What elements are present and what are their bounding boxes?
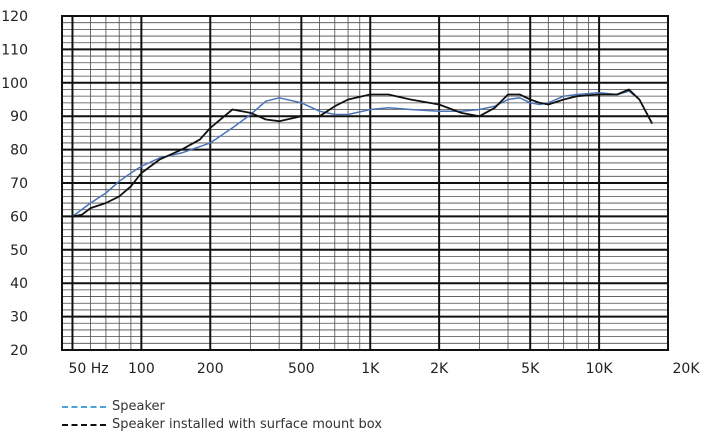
- x-tick-label: 5K: [521, 361, 540, 377]
- grid: [61, 15, 669, 351]
- speaker-with-box-curve: [71, 88, 653, 218]
- y-tick-label: 40: [10, 276, 28, 292]
- legend-swatch-speaker-box: [62, 423, 106, 426]
- x-tick-label: 50 Hz: [68, 361, 108, 377]
- series-lines: [71, 88, 653, 218]
- legend-item-speaker-box: Speaker installed with surface mount box: [62, 416, 382, 434]
- y-tick-label: 50: [10, 243, 28, 259]
- x-tick-label: 200: [197, 361, 224, 377]
- x-tick-label: 500: [288, 361, 315, 377]
- x-tick-label: 2K: [430, 361, 449, 377]
- y-tick-label: 80: [10, 143, 28, 159]
- plot-frame: [61, 15, 669, 351]
- x-tick-label: 100: [128, 361, 155, 377]
- legend: Speaker Speaker installed with surface m…: [62, 398, 382, 434]
- x-tick-label: 1K: [361, 361, 380, 377]
- legend-swatch-speaker: [62, 405, 106, 408]
- y-tick-label: 30: [10, 310, 28, 326]
- x-tick-label: 20K: [673, 361, 701, 377]
- y-tick-label: 60: [10, 209, 28, 225]
- speaker-curve: [71, 90, 653, 218]
- y-tick-label: 110: [1, 42, 28, 58]
- y-tick-label: 90: [10, 109, 28, 125]
- legend-label-speaker: Speaker: [112, 399, 165, 414]
- legend-item-speaker: Speaker: [62, 398, 382, 416]
- y-tick-label: 120: [1, 9, 28, 25]
- x-tick-label: 10K: [586, 361, 614, 377]
- y-tick-label: 20: [10, 343, 28, 359]
- y-tick-label: 70: [10, 176, 28, 192]
- tick-labels: 20 30 40 50 60 70 80 90 100 110 120 50 Hz 100 200 500 1…: [1, 9, 700, 377]
- legend-label-speaker-box: Speaker installed with surface mount box: [112, 417, 383, 432]
- y-tick-label: 100: [1, 76, 28, 92]
